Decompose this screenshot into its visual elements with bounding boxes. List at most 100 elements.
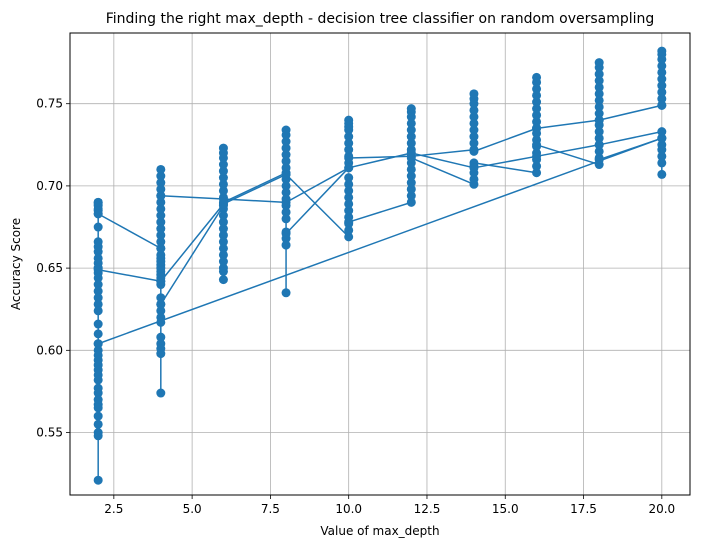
data-point (156, 204, 166, 214)
data-point (93, 375, 103, 385)
data-point (281, 150, 291, 160)
data-point (218, 194, 228, 204)
data-point (156, 332, 166, 342)
chart-title: Finding the right max_depth - decision t… (106, 11, 655, 27)
data-point (281, 143, 291, 153)
data-point (281, 229, 291, 239)
data-point (156, 171, 166, 181)
data-point (344, 132, 354, 142)
data-point (344, 217, 354, 227)
data-points (93, 46, 667, 485)
data-point (657, 87, 667, 97)
data-point (93, 419, 103, 429)
data-point (218, 143, 228, 153)
data-point (657, 46, 667, 56)
data-point (344, 115, 354, 125)
data-point (594, 89, 604, 99)
x-tick-label: 5.0 (183, 502, 202, 516)
data-point (344, 173, 354, 183)
data-point (532, 140, 542, 150)
data-point (406, 138, 416, 148)
data-point (156, 230, 166, 240)
data-point (657, 100, 667, 110)
data-point (406, 148, 416, 158)
data-point (281, 197, 291, 207)
data-point (156, 217, 166, 227)
data-point (218, 160, 228, 170)
data-point (218, 250, 228, 260)
data-point (156, 276, 166, 286)
data-point (594, 146, 604, 156)
data-point (156, 197, 166, 207)
data-point (406, 118, 416, 128)
data-point (532, 90, 542, 100)
data-point (218, 266, 228, 276)
data-point (156, 306, 166, 316)
data-point (156, 211, 166, 220)
data-point (344, 225, 354, 235)
x-axis-ticks: 2.5 5.0 7.5 10.0 12.5 15.0 17.5 20.0 (104, 495, 675, 516)
data-point (344, 138, 354, 148)
data-point (156, 164, 166, 174)
data-point (93, 475, 103, 485)
data-point (657, 94, 667, 104)
data-point (406, 184, 416, 194)
data-point (594, 95, 604, 105)
x-axis-label: Value of max_depth (320, 524, 439, 538)
data-point (93, 329, 103, 339)
data-point (657, 81, 667, 91)
data-point (156, 263, 166, 273)
data-point (657, 169, 667, 179)
data-point (93, 222, 103, 232)
data-point (156, 224, 166, 234)
data-point (657, 61, 667, 71)
grid (70, 33, 690, 495)
data-point (532, 128, 542, 138)
data-point (93, 431, 103, 441)
data-point (594, 155, 604, 165)
data-point (406, 178, 416, 188)
data-point (93, 273, 103, 283)
y-tick-label: 0.65 (36, 261, 63, 275)
data-point (344, 145, 354, 155)
data-point (93, 209, 103, 219)
data-point (657, 158, 667, 168)
data-point (406, 197, 416, 207)
data-point (218, 186, 228, 196)
data-point (406, 132, 416, 142)
data-point (532, 168, 542, 178)
data-point (281, 156, 291, 166)
data-point (218, 173, 228, 183)
data-point (532, 84, 542, 94)
data-point (156, 243, 166, 253)
y-tick-label: 0.60 (36, 343, 63, 357)
x-tick-label: 7.5 (261, 502, 280, 516)
data-point (532, 104, 542, 114)
data-point (156, 299, 166, 309)
data-point (469, 174, 479, 184)
data-point (344, 163, 354, 173)
data-point (93, 280, 103, 290)
data-point (93, 411, 103, 421)
data-point (657, 151, 667, 161)
data-point (218, 211, 228, 220)
data-point (281, 125, 291, 135)
data-point (218, 243, 228, 253)
data-point (156, 317, 166, 327)
x-tick-label: 15.0 (492, 502, 519, 516)
data-point (281, 137, 291, 147)
data-point (93, 306, 103, 316)
data-point (406, 104, 416, 114)
data-point (594, 102, 604, 112)
data-point (469, 125, 479, 135)
data-point (156, 270, 166, 280)
data-point (469, 112, 479, 122)
data-point (93, 299, 103, 309)
data-point (93, 319, 103, 329)
data-point (156, 349, 166, 359)
data-point (469, 105, 479, 115)
data-point (406, 125, 416, 135)
data-point (156, 257, 166, 267)
data-point (344, 192, 354, 202)
